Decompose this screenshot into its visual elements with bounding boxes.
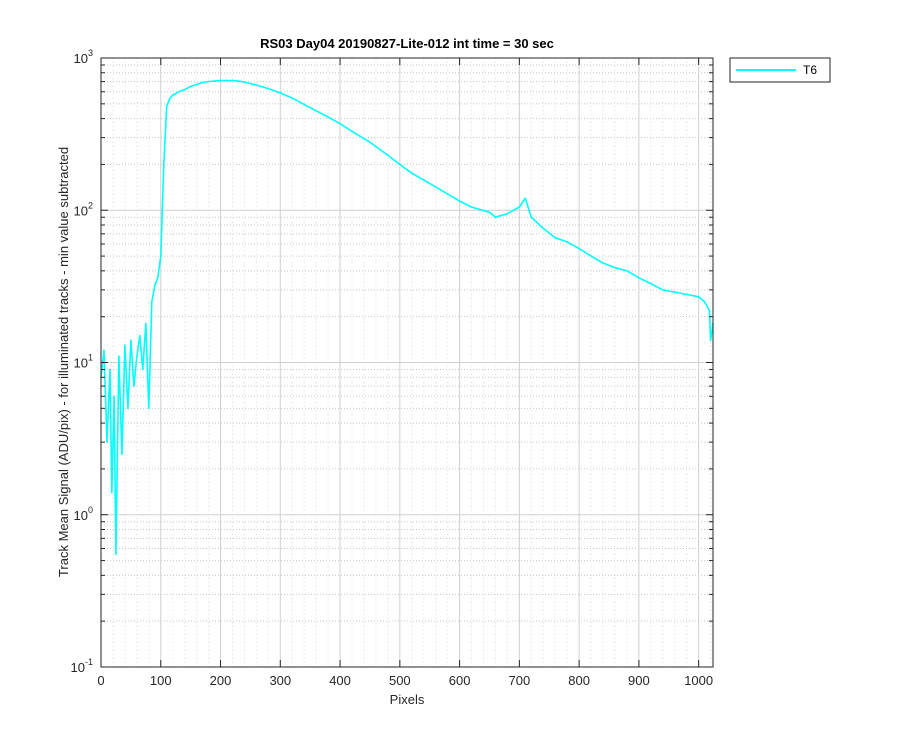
legend-label-t6: T6 (803, 63, 817, 77)
data-point (327, 116, 329, 118)
data-point (351, 130, 353, 133)
data-point (219, 79, 222, 82)
data-point (387, 154, 389, 156)
legend: T6 (729, 57, 831, 83)
data-point (124, 344, 126, 347)
data-point (237, 80, 240, 82)
data-point (446, 193, 449, 195)
data-point (315, 110, 318, 112)
x-tick-label: 1000 (684, 673, 713, 688)
data-point (213, 80, 216, 82)
x-tick-label: 200 (210, 673, 232, 688)
data-point (171, 94, 174, 96)
data-point (470, 206, 473, 208)
data-point (133, 385, 135, 387)
data-point (106, 441, 108, 443)
data-point (139, 334, 141, 337)
data-point (566, 241, 568, 243)
data-point (703, 301, 706, 303)
data-point (148, 407, 150, 410)
x-tick-label: 500 (389, 673, 411, 688)
data-point (109, 368, 111, 371)
data-point (291, 97, 294, 99)
data-point (121, 453, 123, 456)
data-point (154, 284, 156, 287)
data-point (267, 87, 270, 90)
data-point (697, 296, 700, 298)
data-point (650, 282, 652, 285)
data-point (708, 309, 711, 312)
data-point (578, 247, 580, 250)
data-point (518, 206, 521, 208)
data-point (709, 339, 712, 342)
data-point (207, 80, 210, 83)
data-point (458, 200, 461, 202)
data-point (243, 81, 246, 83)
data-point (157, 277, 159, 279)
x-tick-label: 300 (269, 673, 291, 688)
data-point (255, 84, 258, 86)
x-axis-label: Pixels (390, 692, 425, 707)
data-point (151, 301, 153, 303)
data-point (195, 83, 198, 86)
data-point (524, 197, 527, 199)
x-tick-label: 800 (568, 673, 590, 688)
data-point (614, 266, 616, 269)
data-point (339, 122, 341, 125)
data-point (160, 255, 162, 257)
data-point (542, 227, 545, 230)
data-point (506, 212, 509, 215)
data-point (530, 216, 533, 218)
data-point (165, 105, 168, 108)
chart-title: RS03 Day04 20190827-Lite-012 int time = … (260, 36, 554, 51)
data-point (488, 211, 491, 214)
series-line-t6 (100, 79, 714, 556)
x-tick-label: 100 (150, 673, 172, 688)
data-point (369, 141, 371, 143)
data-point (428, 182, 431, 185)
data-point (201, 81, 204, 84)
x-tick-label: 600 (449, 673, 471, 688)
data-point (303, 103, 306, 106)
grid-layer (101, 57, 713, 668)
data-point (674, 291, 676, 293)
data-point (177, 91, 180, 93)
data-point (136, 355, 138, 358)
data-point (163, 163, 165, 166)
data-point (168, 97, 171, 100)
data-point (113, 395, 115, 398)
data-point (590, 255, 592, 257)
data-point (399, 163, 401, 166)
data-point (231, 79, 234, 82)
data-point (142, 368, 144, 371)
data-point (225, 79, 228, 82)
data-point (626, 270, 628, 272)
y-axis-label: Track Mean Signal (ADU/pix) - for illumi… (56, 147, 71, 577)
data-point (118, 355, 120, 358)
data-point (189, 85, 192, 88)
data-point (685, 293, 688, 296)
data-point (183, 88, 186, 91)
data-point (662, 289, 664, 291)
x-tick-label: 400 (329, 673, 351, 688)
data-point (249, 82, 252, 85)
data-point (111, 491, 113, 494)
data-point (103, 349, 105, 352)
data-point (602, 262, 604, 264)
x-tick-label: 0 (97, 673, 104, 688)
data-point (279, 92, 282, 94)
data-point (115, 553, 117, 556)
data-point (638, 277, 640, 279)
x-tick-label: 700 (509, 673, 531, 688)
data-point (494, 216, 497, 218)
data-point (554, 236, 556, 239)
x-tick-label: 900 (628, 673, 650, 688)
data-point (411, 172, 413, 174)
data-point (127, 407, 129, 410)
data-point (130, 339, 132, 342)
data-point (145, 322, 147, 325)
